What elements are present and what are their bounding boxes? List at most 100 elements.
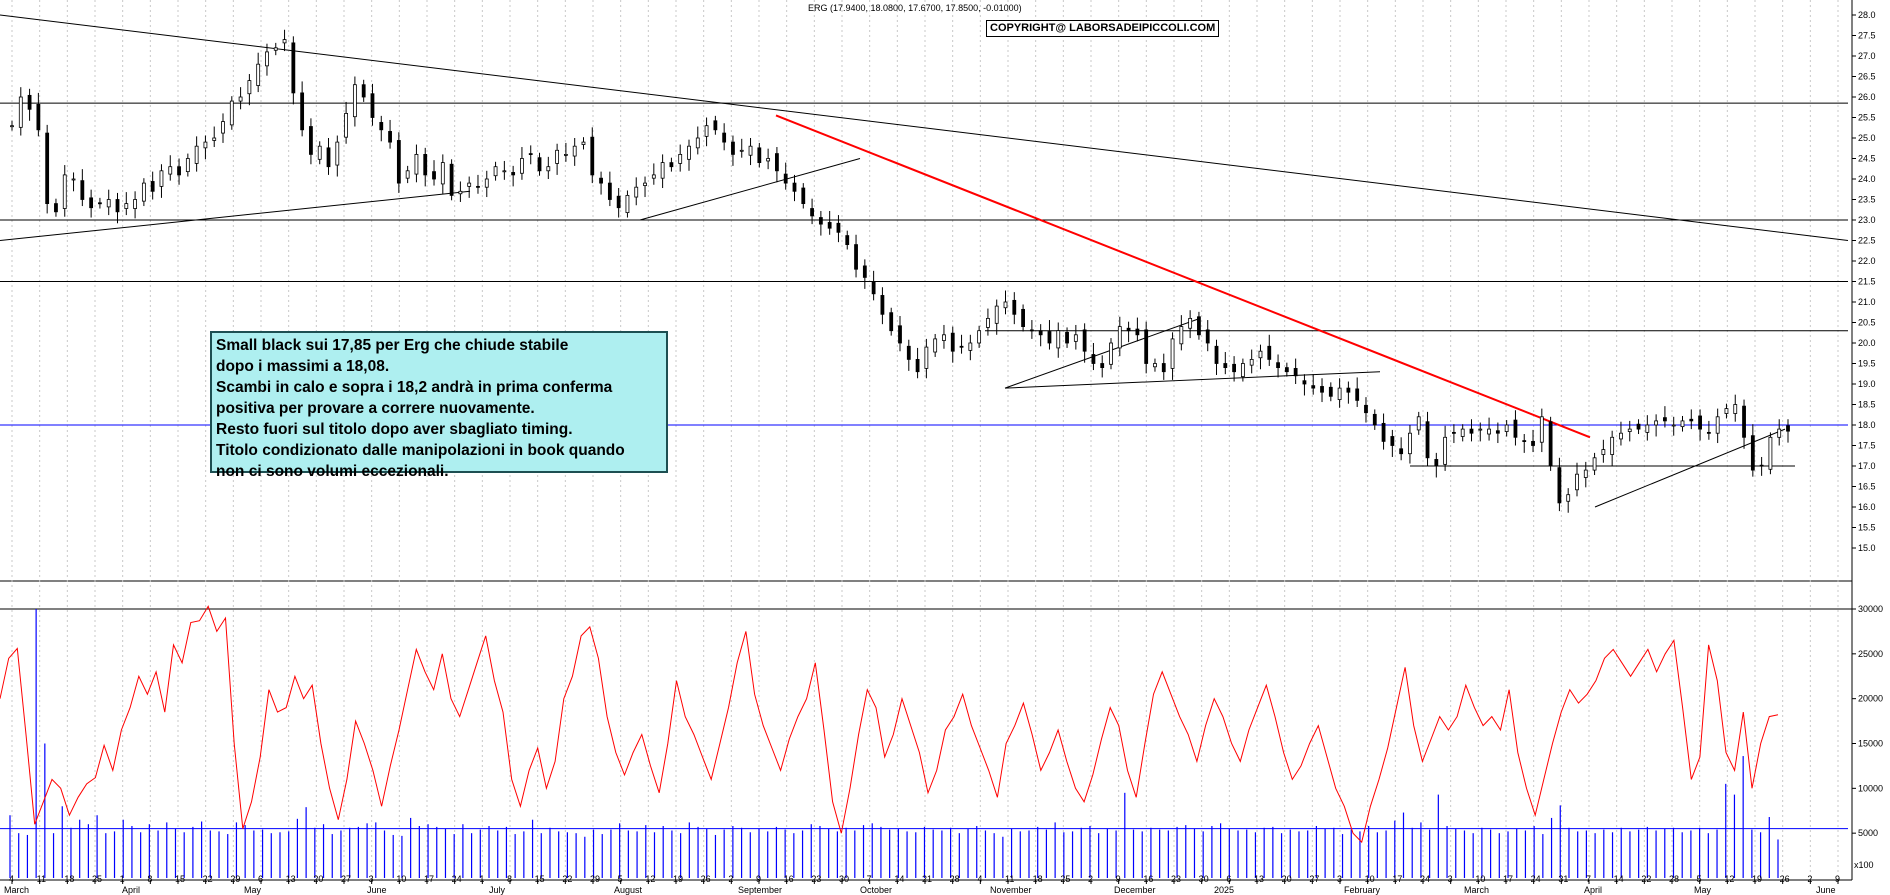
candle-body — [757, 147, 762, 163]
candle — [335, 135, 340, 177]
candle — [713, 115, 718, 135]
candle — [458, 181, 463, 202]
candle — [1073, 324, 1078, 350]
candle-body — [1408, 432, 1412, 455]
candle — [1276, 354, 1280, 378]
candle — [1416, 411, 1421, 435]
y-tick-label: 20.5 — [1858, 318, 1876, 328]
candle — [845, 230, 850, 250]
candle-body — [564, 153, 568, 156]
candle-body — [722, 132, 727, 143]
x-month-label: June — [1816, 885, 1836, 895]
candle-body — [1768, 436, 1773, 470]
y-tick-label: 19.5 — [1858, 359, 1876, 369]
candle-body — [1355, 388, 1360, 401]
candle — [449, 159, 454, 201]
candle — [1117, 316, 1122, 357]
volume-y-tick-label: 20000 — [1858, 694, 1883, 704]
candle — [898, 315, 902, 352]
x-day-label: 9 — [1116, 874, 1121, 884]
candle — [317, 141, 322, 165]
candle — [1302, 374, 1307, 396]
candle — [1636, 419, 1641, 435]
candle — [590, 127, 595, 184]
candle — [432, 160, 436, 186]
x-day-label: 23 — [1171, 874, 1181, 884]
candle — [1548, 416, 1553, 471]
candle — [352, 76, 357, 127]
candle-body — [748, 145, 753, 156]
candle — [880, 287, 885, 325]
candle — [546, 156, 551, 179]
candle-body — [71, 178, 76, 181]
candle — [915, 347, 920, 379]
candle — [1583, 461, 1588, 488]
candle-body — [449, 163, 454, 196]
candle-body — [1109, 342, 1113, 365]
y-tick-label: 20.0 — [1858, 338, 1876, 348]
candle-body — [1566, 494, 1571, 502]
candle — [62, 165, 67, 217]
candle — [1663, 406, 1667, 428]
x-day-label: 6 — [258, 874, 263, 884]
candle-body — [476, 185, 480, 188]
candle-body — [678, 153, 683, 164]
x-day-label: 2 — [1807, 874, 1812, 884]
x-month-label: May — [1694, 885, 1712, 895]
candle — [1135, 317, 1140, 342]
candle-body — [467, 182, 472, 187]
x-day-label: 15 — [535, 874, 545, 884]
candle-body — [555, 149, 560, 164]
x-day-label: 25 — [92, 874, 102, 884]
candle-body — [1627, 428, 1632, 432]
candle — [309, 118, 313, 165]
candle-body — [713, 120, 718, 131]
candle — [792, 174, 797, 202]
candle-body — [986, 317, 990, 328]
candle-body — [1636, 423, 1641, 430]
candle-body — [106, 199, 111, 208]
candle — [739, 138, 744, 158]
candle — [1706, 420, 1711, 440]
candle — [669, 157, 674, 172]
candle-body — [335, 141, 340, 166]
x-day-label: 9 — [1835, 874, 1840, 884]
candle — [660, 154, 665, 189]
volume-y-tick-label: 30000 — [1858, 604, 1883, 614]
candle-body — [282, 39, 287, 44]
candle — [731, 135, 735, 166]
candle-body — [1671, 424, 1676, 427]
candle — [229, 96, 234, 130]
candle — [1091, 343, 1096, 371]
candle-body — [818, 217, 823, 225]
x-day-label: 24 — [1531, 874, 1541, 884]
candle — [836, 215, 841, 243]
candle — [555, 143, 560, 175]
candle-body — [775, 153, 779, 172]
candle-body — [1539, 416, 1544, 443]
candle-body — [1742, 405, 1746, 438]
candle — [1531, 429, 1535, 453]
candle — [862, 259, 867, 289]
support-trendline — [639, 158, 861, 221]
candle-body — [1399, 448, 1404, 455]
candle — [1170, 332, 1175, 380]
candle — [10, 120, 14, 131]
candle — [80, 169, 85, 207]
candle — [1188, 310, 1193, 339]
candle — [1012, 292, 1017, 325]
red-trendline — [775, 114, 1591, 439]
candle-body — [1276, 362, 1280, 368]
candle-body — [836, 222, 841, 233]
x-day-label: 7 — [1586, 874, 1591, 884]
candle-body — [141, 182, 146, 202]
x-day-label: 27 — [1309, 874, 1319, 884]
candle — [1680, 415, 1685, 432]
candle — [212, 126, 217, 148]
x-day-label: 14 — [1614, 874, 1624, 884]
candle-body — [1654, 420, 1659, 426]
candle — [889, 307, 894, 336]
y-tick-label: 24.0 — [1858, 174, 1876, 184]
candle-body — [625, 194, 630, 214]
candle-body — [1082, 329, 1087, 352]
